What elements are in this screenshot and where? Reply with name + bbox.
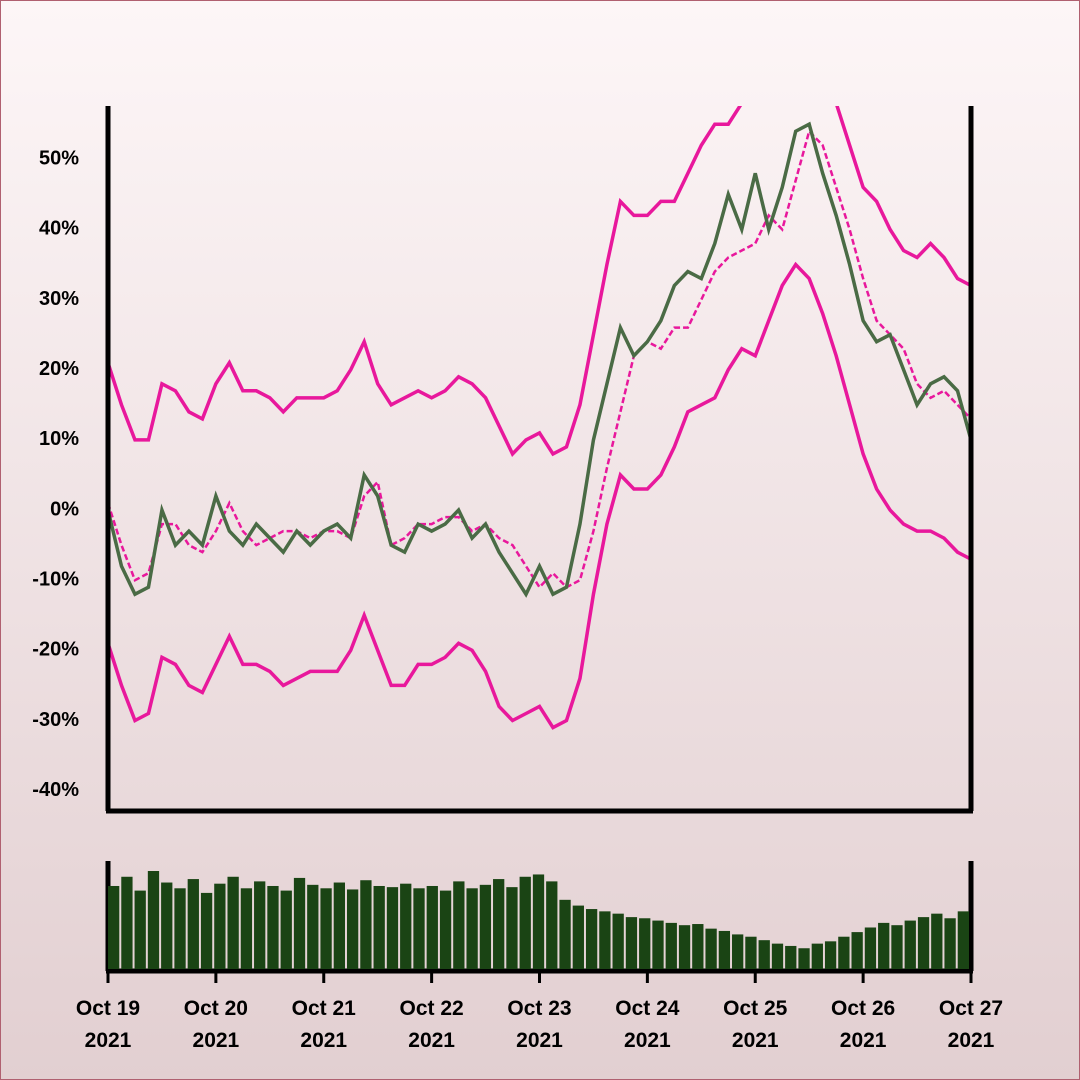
volume-bar — [519, 876, 531, 969]
y-tick-label: 20% — [39, 358, 79, 380]
volume-bar — [705, 928, 717, 969]
y-tick-label: -40% — [32, 779, 79, 801]
volume-bar — [346, 889, 359, 969]
volume-bar — [572, 905, 584, 969]
volume-bar — [466, 888, 478, 969]
volume-bar — [439, 890, 452, 969]
line — [108, 106, 971, 457]
volume-bar — [240, 888, 253, 969]
x-tick-label: Oct 23 2021 — [507, 997, 572, 1052]
volume-bar — [546, 881, 558, 969]
volume-bar — [824, 941, 837, 969]
volume-bar — [625, 917, 638, 969]
volume-bar — [227, 876, 239, 969]
x-tick-label: Oct 25 2021 — [723, 997, 788, 1052]
x-tick-label: Oct 26 2021 — [831, 997, 896, 1052]
volume-bar — [333, 882, 345, 969]
volume-bar — [904, 920, 916, 969]
volume-bar — [838, 936, 850, 969]
volume-bar — [785, 945, 797, 969]
volume-bar — [851, 932, 863, 969]
volume-bar — [532, 874, 545, 969]
volume-bar — [891, 925, 903, 969]
volume-bar — [373, 885, 385, 969]
x-tick-label: Oct 21 2021 — [291, 997, 356, 1052]
volume-bar — [639, 918, 651, 969]
volume-bar — [254, 881, 266, 969]
volume-bar — [745, 936, 757, 969]
y-tick-label: 50% — [39, 148, 79, 170]
x-tick-label: Oct 27 2021 — [938, 997, 1004, 1052]
y-tick-label: 0% — [50, 498, 79, 520]
volume-bar — [864, 927, 877, 969]
volume-bar — [280, 890, 292, 969]
volume-bar — [360, 880, 372, 969]
volume-bar — [732, 934, 744, 969]
volume-bar — [147, 871, 160, 969]
volume-bar — [307, 884, 319, 969]
volume-bar — [187, 879, 199, 969]
volume-bar — [161, 882, 173, 969]
x-tick-label: Oct 24 2021 — [615, 997, 680, 1052]
volume-bar — [320, 888, 332, 969]
volume-bar — [121, 876, 133, 969]
volume-bar — [798, 948, 810, 969]
x-tick-label: Oct 22 2021 — [399, 997, 464, 1052]
volume-bar — [917, 917, 930, 969]
middle-band — [108, 128, 971, 590]
x-tick-label: Oct 19 2021 — [75, 997, 141, 1052]
y-tick-label: -20% — [32, 639, 79, 661]
volume-bar — [944, 918, 956, 969]
volume-bar — [599, 911, 611, 969]
volume-bar — [692, 924, 704, 969]
volume-bar — [174, 888, 186, 969]
y-tick-label: 10% — [39, 428, 79, 450]
volume-bar — [758, 940, 770, 969]
volume-bar — [293, 877, 306, 969]
volume-bar — [426, 885, 438, 969]
volume-bar — [413, 888, 425, 969]
volume-bar — [400, 883, 412, 969]
volume-bar — [718, 930, 731, 969]
volume-bar — [585, 909, 598, 969]
y-tick-label: 40% — [39, 218, 79, 240]
volume-bar — [134, 890, 146, 969]
line — [108, 121, 971, 598]
volume-bar — [678, 925, 691, 969]
volume-bar — [559, 899, 571, 969]
volume-bar — [493, 879, 505, 969]
y-tick-label: -10% — [32, 568, 79, 590]
line — [108, 261, 971, 730]
volume-bar — [612, 913, 624, 969]
volume-bar — [386, 887, 399, 969]
volume-bar — [652, 920, 664, 969]
volume-bar — [878, 922, 890, 969]
volume-bar — [771, 943, 784, 969]
volume-bar — [108, 885, 120, 969]
volume-bar — [665, 922, 677, 969]
y-tick-label: 30% — [39, 288, 79, 310]
volume-bar — [214, 883, 226, 969]
y-tick-label: -30% — [32, 709, 79, 731]
volume-bar — [200, 892, 213, 969]
x-tick-label: Oct 20 2021 — [183, 997, 248, 1052]
volume-bar — [479, 884, 492, 969]
volume-bar — [931, 913, 943, 969]
volume-bar — [811, 943, 823, 969]
volume-bar — [453, 881, 465, 969]
volume-bar — [957, 911, 970, 969]
volume-bar — [506, 887, 518, 969]
volume-bar — [267, 885, 279, 969]
